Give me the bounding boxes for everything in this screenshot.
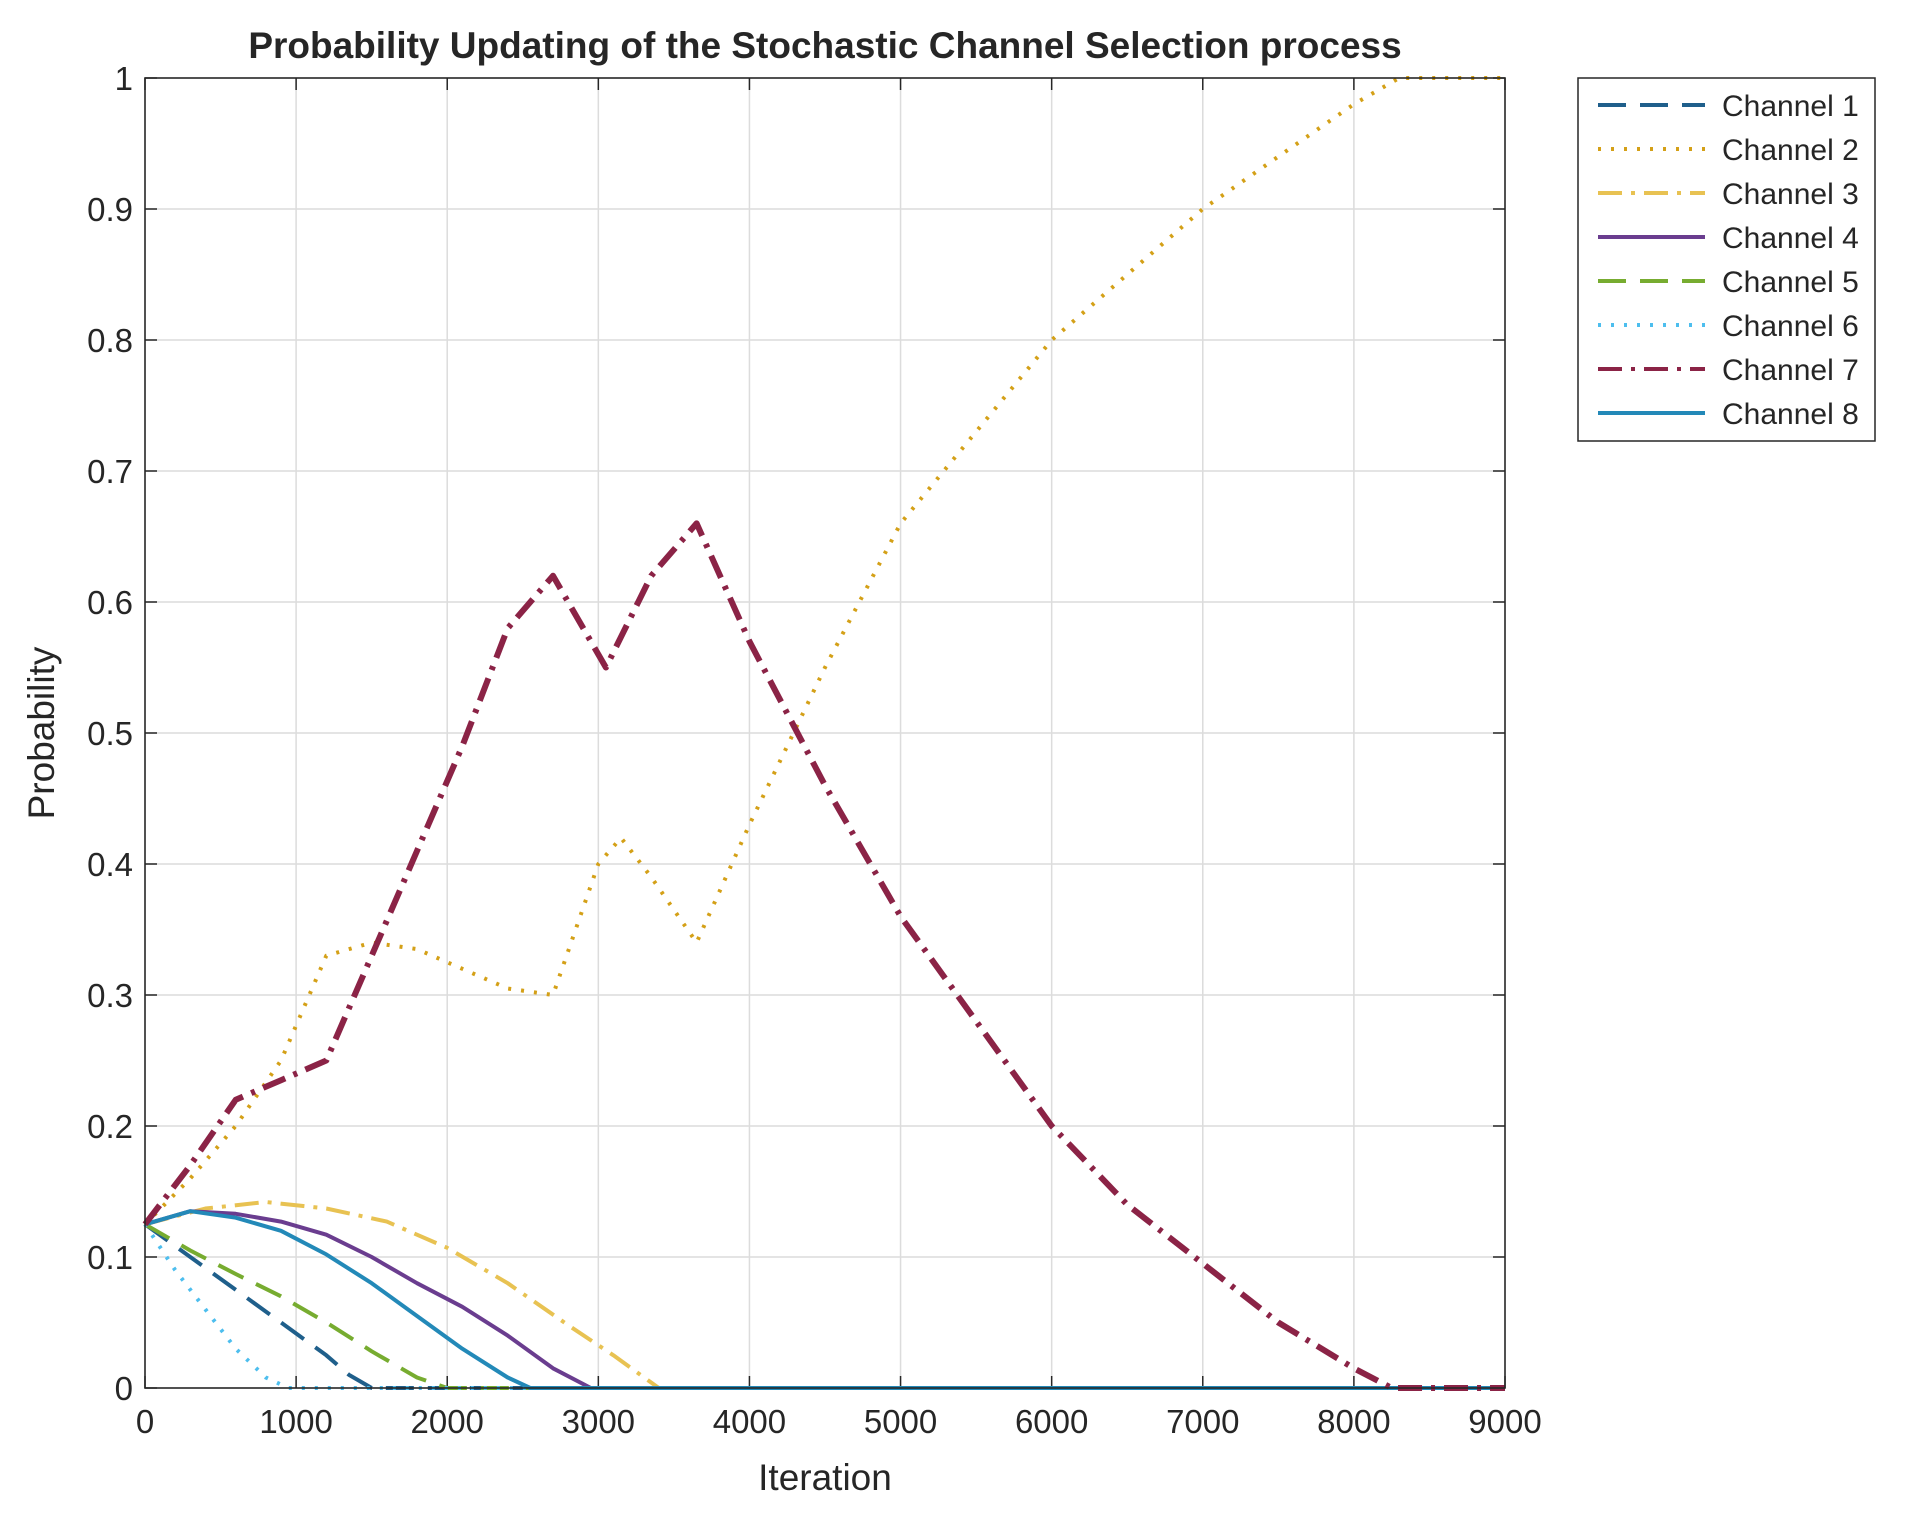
y-tick-label: 0.7 <box>87 453 133 490</box>
chart-title: Probability Updating of the Stochastic C… <box>248 25 1401 66</box>
series-line-channel-4 <box>144 1209 1505 1390</box>
series-lines <box>142 76 1505 1391</box>
y-axis-label: Probability <box>21 646 62 819</box>
y-tick-label: 1 <box>115 60 133 97</box>
legend-label-channel-7: Channel 7 <box>1722 354 1859 387</box>
series-line-channel-5 <box>143 1222 1505 1390</box>
series-line-channel-3 <box>144 1200 1505 1390</box>
legend: Channel 1 Channel 2 Channel 3 Channel 4 Chan… <box>1577 77 1876 442</box>
y-tick-label: 0.8 <box>87 322 133 359</box>
legend-label-channel-4: Channel 4 <box>1722 222 1859 255</box>
axis-ticks: 0 1000 2000 3000 4000 5000 6000 7000 8000 9000 0 0.… <box>87 60 1542 1440</box>
y-tick-label: 0.6 <box>87 584 133 621</box>
x-tick-label: 1000 <box>259 1403 332 1440</box>
series-line-channel-1 <box>143 1222 1505 1390</box>
y-tick-label: 0.4 <box>87 846 133 883</box>
legend-label-channel-2: Channel 2 <box>1722 134 1859 167</box>
y-tick-label: 0.2 <box>87 1108 133 1145</box>
y-tick-label: 0.5 <box>87 715 133 752</box>
x-tick-label: 7000 <box>1166 1403 1239 1440</box>
x-tick-label: 3000 <box>562 1403 635 1440</box>
grid-lines <box>145 78 1505 1388</box>
y-tick-label: 0 <box>115 1370 133 1407</box>
legend-label-channel-3: Channel 3 <box>1722 178 1859 211</box>
y-tick-label: 0.9 <box>87 191 133 228</box>
x-tick-label: 6000 <box>1015 1403 1088 1440</box>
x-axis-label: Iteration <box>758 1457 892 1498</box>
legend-label-channel-1: Channel 1 <box>1722 90 1859 123</box>
x-tick-label: 2000 <box>411 1403 484 1440</box>
x-tick-label: 4000 <box>713 1403 786 1440</box>
series-line-channel-6 <box>143 1223 1505 1390</box>
y-tick-label: 0.1 <box>87 1239 133 1276</box>
x-tick-label: 9000 <box>1468 1403 1541 1440</box>
series-line-channel-7 <box>142 520 1505 1391</box>
y-tick-label: 0.3 <box>87 977 133 1014</box>
series-line-channel-2 <box>143 76 1505 1226</box>
x-tick-label: 5000 <box>864 1403 937 1440</box>
legend-box <box>1577 77 1876 442</box>
legend-label-channel-6: Channel 6 <box>1722 310 1859 343</box>
legend-label-channel-8: Channel 8 <box>1722 398 1859 431</box>
series-line-channel-8 <box>144 1209 1505 1390</box>
x-tick-label: 0 <box>136 1403 154 1440</box>
plot-frame <box>144 77 1506 1389</box>
legend-label-channel-5: Channel 5 <box>1722 266 1859 299</box>
x-tick-label: 8000 <box>1317 1403 1390 1440</box>
